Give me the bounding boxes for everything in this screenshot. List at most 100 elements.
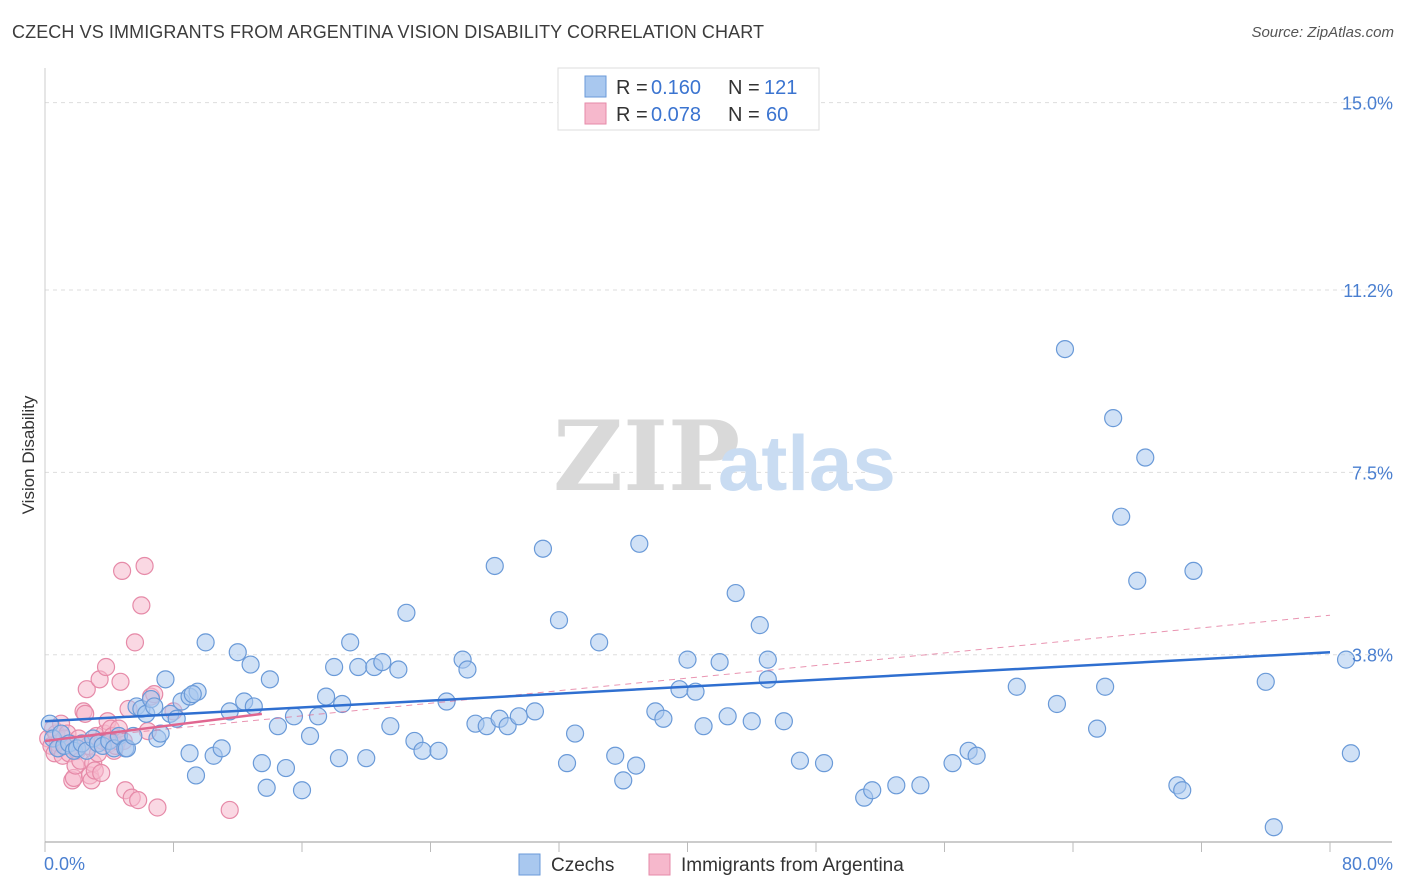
bottom-legend-swatch-argentina bbox=[648, 853, 671, 876]
czech-point bbox=[381, 717, 400, 736]
czech-point bbox=[774, 712, 793, 731]
axes-layer bbox=[44, 68, 1392, 852]
czech-trend-line bbox=[44, 650, 1331, 723]
czech-point bbox=[887, 776, 906, 795]
bottom-legend-swatch-czechs bbox=[518, 853, 541, 876]
legend-r-value-argentina: 0.078 bbox=[651, 104, 701, 126]
czech-point bbox=[429, 741, 448, 760]
legend-swatch-argentina bbox=[584, 102, 607, 125]
czech-point bbox=[349, 657, 368, 677]
y-tick-label: 11.2% bbox=[1343, 281, 1393, 301]
czech-point bbox=[1256, 672, 1275, 691]
czech-point bbox=[750, 616, 769, 635]
czech-point bbox=[670, 680, 689, 699]
czech-point bbox=[397, 603, 416, 622]
legend-r-label-argentina: R = bbox=[616, 104, 648, 126]
czech-point bbox=[186, 766, 206, 785]
czech-point bbox=[437, 692, 456, 711]
czech-point bbox=[742, 712, 761, 731]
czech-point bbox=[458, 660, 477, 679]
source-label: Source: ZipAtlas.com bbox=[1251, 24, 1394, 41]
czech-point bbox=[863, 781, 882, 800]
legend-r-value-czechs: 0.160 bbox=[651, 77, 701, 99]
y-tick-label: 7.5% bbox=[1352, 463, 1393, 483]
czech-point bbox=[758, 650, 777, 669]
czech-point bbox=[790, 751, 810, 770]
bottom-legend-label-czechs: Czechs bbox=[551, 855, 614, 876]
x-tick-label-max: 80.0% bbox=[1342, 854, 1393, 874]
czech-point bbox=[614, 771, 633, 790]
watermark: ZIP atlas bbox=[553, 400, 896, 513]
czech-point bbox=[241, 655, 260, 674]
czech-point bbox=[718, 707, 737, 726]
argentina-point bbox=[220, 800, 239, 820]
legend-n-label-argentina: N = bbox=[728, 104, 760, 126]
czech-point bbox=[814, 754, 834, 773]
argentina-point bbox=[92, 763, 111, 783]
czech-point bbox=[300, 726, 320, 746]
czech-point bbox=[308, 707, 328, 726]
czech-point bbox=[694, 717, 713, 736]
czech-point bbox=[1104, 409, 1123, 428]
czech-point bbox=[151, 724, 170, 743]
czech-point bbox=[292, 781, 312, 800]
argentina-point bbox=[111, 672, 130, 691]
czech-point bbox=[1087, 719, 1107, 738]
czech-point bbox=[1341, 744, 1360, 763]
czech-point bbox=[329, 749, 349, 768]
czech-point bbox=[943, 754, 962, 773]
legend-swatch-czechs bbox=[584, 75, 607, 98]
czech-point bbox=[1112, 507, 1131, 526]
y-tick-label: 3.8% bbox=[1352, 646, 1393, 666]
czech-point bbox=[1336, 650, 1356, 669]
argentina-point bbox=[112, 561, 132, 581]
czech-point bbox=[1096, 677, 1115, 696]
legend-n-value-czechs: 121 bbox=[764, 77, 797, 99]
czech-point bbox=[276, 758, 296, 778]
czech-point bbox=[341, 633, 360, 652]
czech-point bbox=[325, 657, 344, 677]
correlation-legend: R = 0.160 N = 121 R = 0.078 N = 60 bbox=[557, 67, 820, 131]
czech-point bbox=[389, 660, 408, 679]
czech-point bbox=[156, 670, 175, 689]
czech-point bbox=[590, 633, 609, 652]
czech-point bbox=[260, 670, 279, 689]
argentina-point bbox=[96, 657, 116, 677]
czech-point bbox=[549, 611, 569, 630]
czech-point bbox=[726, 583, 745, 603]
argentina-point bbox=[132, 596, 151, 615]
czech-point bbox=[1184, 561, 1203, 581]
czech-point bbox=[357, 749, 376, 768]
czech-point bbox=[606, 746, 625, 765]
argentina-point bbox=[129, 791, 148, 810]
czech-point bbox=[252, 754, 271, 773]
points-layer bbox=[39, 339, 1360, 837]
trend-layer bbox=[44, 614, 1331, 743]
legend-n-value-argentina: 60 bbox=[766, 104, 788, 126]
y-tick-label: 15.0% bbox=[1342, 94, 1393, 114]
argentina-point bbox=[77, 680, 96, 699]
czech-point bbox=[212, 739, 231, 758]
legend-n-label-czechs: N = bbox=[728, 77, 760, 99]
czech-point bbox=[967, 746, 986, 765]
watermark-zip: ZIP bbox=[553, 400, 740, 513]
czech-point bbox=[373, 652, 392, 672]
czech-point bbox=[758, 670, 777, 689]
czech-point bbox=[1047, 694, 1067, 714]
czech-point bbox=[1136, 448, 1155, 467]
czech-point bbox=[180, 744, 199, 763]
czech-point bbox=[183, 685, 202, 704]
czech-point bbox=[1173, 781, 1192, 800]
x-tick-label-min: 0.0% bbox=[44, 854, 85, 874]
argentina-point bbox=[148, 798, 167, 817]
y-axis-title: Vision Disability bbox=[19, 395, 38, 514]
argentina-trend-extended bbox=[44, 614, 1331, 742]
czech-point bbox=[413, 741, 432, 760]
czech-point bbox=[630, 534, 649, 553]
argentina-point bbox=[125, 633, 145, 652]
chart-title: CZECH VS IMMIGRANTS FROM ARGENTINA VISIO… bbox=[12, 22, 765, 42]
czech-point bbox=[228, 643, 247, 662]
czech-point bbox=[525, 702, 545, 721]
czech-point bbox=[654, 709, 673, 728]
